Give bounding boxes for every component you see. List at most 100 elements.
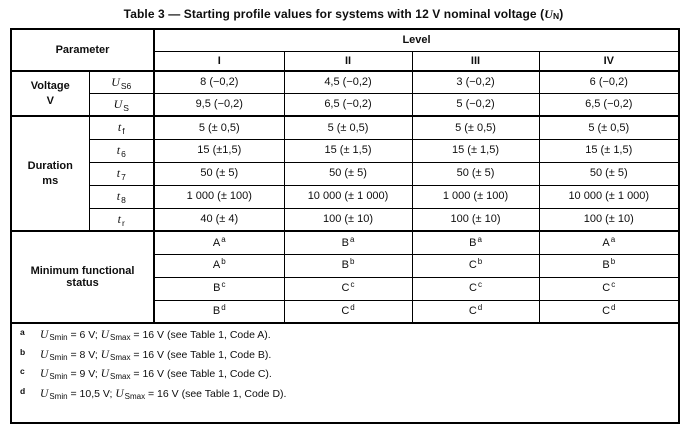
symbol-usmin: U [40,329,49,341]
status-value: C [602,282,611,295]
status-value: C [602,305,611,318]
level-i-header: I [153,50,285,72]
symbol-us-cell: US [88,92,156,117]
symbol-usmin-subscript: Smin [49,391,68,401]
footnote-text: = 16 V (see Table 1, Code D). [145,387,287,400]
footnote-marker: d [20,385,26,396]
footnote-text: = 9 V; [67,368,101,381]
value-cell: 1 000 (± 100) [153,184,285,209]
footnote-text: = 8 V; [67,348,101,361]
status-cell: Aa [153,230,285,255]
level-ii-header: II [283,50,413,72]
footnote: d USmin = 10,5 V; USmax = 16 V (see Table… [20,385,670,401]
symbol-t7-cell: t7 [88,161,156,186]
value-cell: 15 (±1,5) [153,138,285,163]
table-title: Table 3 — Starting profile values for sy… [0,7,687,22]
symbol-tr-subscript: r [122,217,125,228]
status-value: C [341,305,350,318]
value-cell: 6 (−0,2) [538,70,680,94]
symbol-t8: t [116,188,121,203]
status-value: B [602,259,610,272]
value-cell: 100 (± 10) [283,207,413,232]
status-value: B [341,259,349,272]
value-cell: 1 000 (± 100) [411,184,540,209]
footnote-ref: a [610,234,616,244]
voltage-group-label: Voltage V [10,70,90,117]
symbol-t8-subscript: 8 [121,194,126,205]
status-cell: Bc [153,276,285,301]
status-cell: Ba [411,230,540,255]
symbol-usmax: U [100,348,110,361]
voltage-symbol-un-subscript: N [552,11,560,21]
value-cell: 50 (± 5) [283,161,413,186]
footnote-marker: b [20,346,26,357]
symbol-tf-subscript: f [122,126,125,137]
header-row-level: Parameter Level [10,28,680,72]
status-cell: Ba [283,230,413,255]
footnote-text: = 6 V; [67,329,101,341]
starting-profile-table: Parameter Level I II III IV Voltage V US… [10,28,681,424]
duration-unit-label: ms [42,174,59,187]
minimum-functional-status-label: Minimum functional status [10,230,156,324]
value-cell: 15 (± 1,5) [283,138,413,163]
footnote-ref: c [611,280,616,290]
symbol-usmax-subscript: Smax [110,333,131,342]
status-value: C [341,282,350,295]
symbol-t7: t [116,165,121,180]
footnote-ref: c [221,280,226,290]
symbol-usmax: U [100,368,110,381]
parameter-header-cell: Parameter [10,28,156,72]
symbol-tr-cell: tr [88,207,156,232]
symbol-usmin: U [40,368,49,381]
value-cell: 15 (± 1,5) [411,138,540,163]
table-row: Voltage V US6 8 (−0,2) 4,5 (−0,2) 3 (−0,… [10,70,680,117]
status-cell: Bb [283,253,413,278]
status-cell: Bb [538,253,680,278]
level-iii-header: III [411,50,540,72]
footnote-ref: d [221,303,226,313]
status-cell: Cd [538,299,680,324]
value-cell: 5 (± 0,5) [153,115,285,140]
footnote-marker: a [20,327,25,337]
status-cell: Cd [411,299,540,324]
table-row: t6 15 (±1,5) 15 (± 1,5) 15 (± 1,5) 15 (±… [11,138,680,163]
value-cell: 5 (± 0,5) [538,115,680,140]
symbol-usmin-subscript: Smin [49,333,68,342]
value-cell: 10 000 (± 1 000) [538,184,680,209]
symbol-us: U [113,96,123,111]
symbol-usmax-subscript: Smax [110,372,131,382]
status-cell: Cc [411,276,540,301]
status-cell: Cc [283,276,413,301]
value-cell: 8 (−0,2) [153,70,285,94]
voltage-label: Voltage [30,80,70,93]
footnote-text: = 16 V (see Table 1, Code B). [130,348,272,361]
footnote-ref: b [221,257,226,267]
symbol-usmin-subscript: Smin [49,372,68,382]
status-value: A [212,259,221,272]
footnote-ref: d [350,303,355,313]
status-value: A [212,236,221,249]
footnote: b USmin = 8 V; USmax = 16 V (see Table 1,… [20,346,670,362]
status-cell: Cc [538,276,680,301]
footnote-ref: a [349,234,355,244]
footnote-ref: c [350,280,355,290]
status-cell: Bd [153,299,285,324]
status-cell: Ab [153,253,285,278]
table-row: Bd Cd Cd Cd [11,299,680,324]
symbol-t6-cell: t6 [88,138,156,163]
symbol-usmax: U [100,329,110,341]
footnote: c USmin = 9 V; USmax = 16 V (see Table 1,… [20,366,670,382]
voltage-unit-label: V [46,94,54,107]
table-row: t7 50 (± 5) 50 (± 5) 50 (± 5) 50 (± 5) [11,161,680,186]
table-title-suffix: ) [559,7,564,21]
symbol-t7-subscript: 7 [121,171,126,182]
status-value: B [341,236,349,249]
symbol-usmin: U [40,387,49,400]
symbol-tf-cell: tf [88,115,156,140]
value-cell: 3 (−0,2) [411,70,540,94]
footnote-ref: a [477,234,482,244]
footnote-text: = 16 V (see Table 1, Code C). [130,368,272,381]
value-cell: 5 (−0,2) [411,92,540,117]
symbol-usmin-subscript: Smin [49,352,68,362]
status-value: B [212,305,221,318]
